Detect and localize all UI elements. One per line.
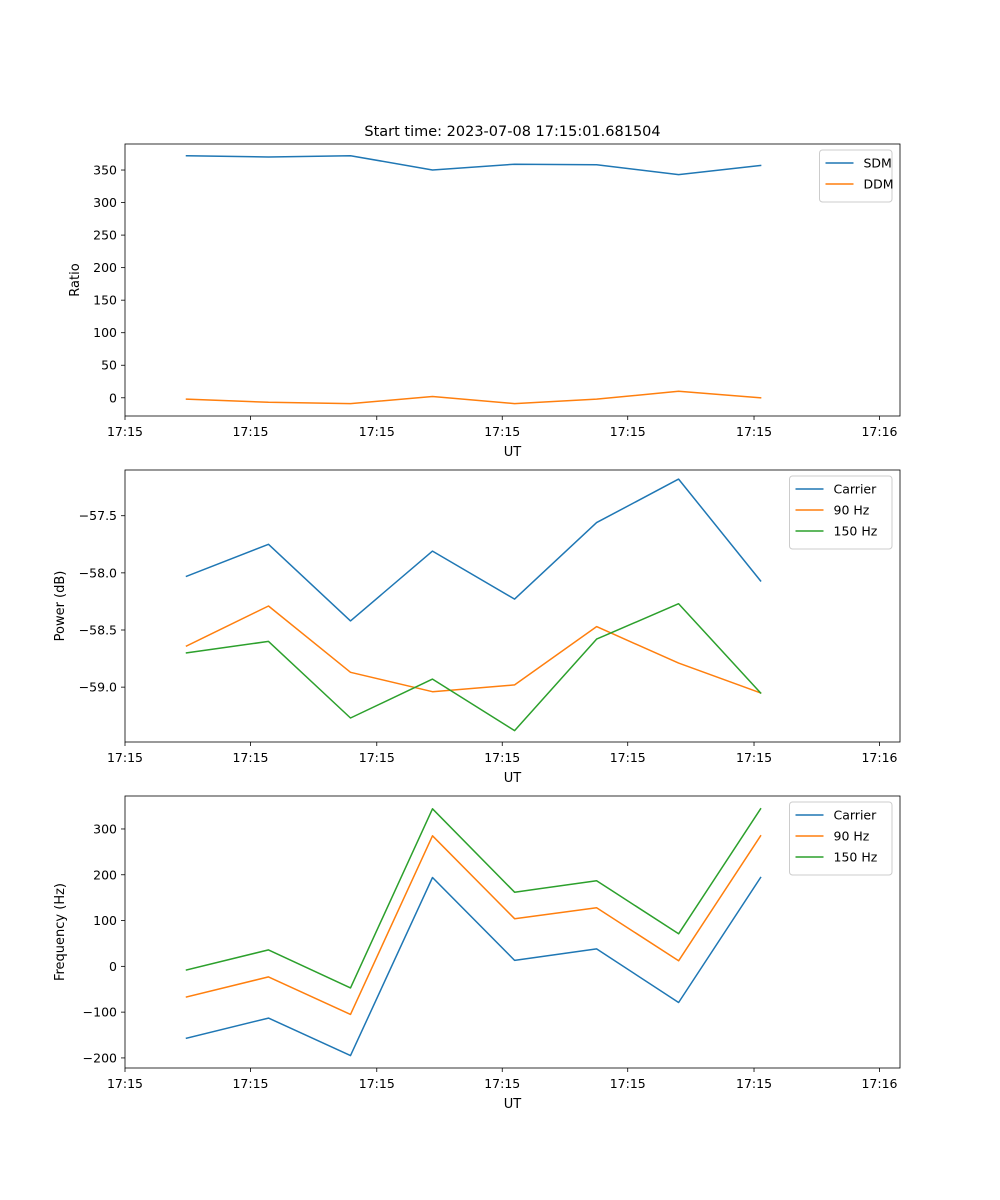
x-tick-label: 17:15: [359, 750, 395, 765]
y-tick-label: 50: [101, 358, 117, 373]
x-tick-label: 17:16: [861, 750, 897, 765]
y-tick-label: −58.5: [79, 623, 117, 638]
series-line-150-hz: [185, 807, 762, 989]
x-tick-label: 17:15: [484, 424, 520, 439]
y-tick-label: −57.5: [79, 508, 117, 523]
y-tick-label: 300: [93, 821, 117, 836]
legend-label: Carrier: [834, 808, 878, 823]
series-line-90-hz: [185, 605, 762, 694]
x-tick-label: 17:15: [232, 424, 268, 439]
x-tick-label: 17:15: [107, 750, 143, 765]
legend: SDM DDM: [819, 149, 894, 203]
legend-label: SDM: [864, 156, 892, 171]
legend: Carrier 90 Hz 150 Hz: [789, 801, 893, 876]
x-tick-label: 17:15: [107, 1076, 143, 1091]
series-line-150-hz: [185, 602, 762, 732]
x-tick-label: 17:15: [359, 1076, 395, 1091]
y-tick-label: 250: [93, 228, 117, 243]
y-tick-label: 100: [93, 325, 117, 340]
y-tick-label: −200: [83, 1050, 117, 1065]
y-tick-label: −100: [83, 1005, 117, 1020]
series-line-90-hz: [185, 834, 762, 1016]
x-tick-label: 17:15: [736, 424, 772, 439]
series-line-carrier: [185, 478, 762, 622]
x-axis-label: UT: [504, 1097, 522, 1112]
y-tick-label: 300: [93, 195, 117, 210]
legend-label: 90 Hz: [834, 503, 870, 518]
y-axis-label: Frequency (Hz): [53, 883, 68, 981]
x-tick-label: 17:15: [359, 424, 395, 439]
y-tick-label: 200: [93, 260, 117, 275]
x-tick-label: 17:15: [484, 1076, 520, 1091]
y-tick-label: 0: [109, 390, 117, 405]
y-tick-label: 100: [93, 913, 117, 928]
chart-3: 17:15 17:15 17:15 17:15 17:15 17:15 17:16 −200 −…: [53, 795, 901, 1112]
y-tick-label: 200: [93, 867, 117, 882]
chart-title: Start time: 2023-07-08 17:15:01.681504: [364, 124, 660, 140]
x-tick-label: 17:15: [484, 750, 520, 765]
legend-label: 90 Hz: [834, 829, 870, 844]
x-tick-label: 17:15: [610, 750, 646, 765]
x-tick-label: 17:15: [610, 1076, 646, 1091]
y-tick-label: 350: [93, 163, 117, 178]
chart-1: Start time: 2023-07-08 17:15:01.681504 17…: [68, 124, 901, 460]
legend-label: Carrier: [834, 482, 878, 497]
series-line-sdm: [185, 154, 762, 176]
x-tick-label: 17:15: [107, 424, 143, 439]
y-tick-label: 150: [93, 293, 117, 308]
x-tick-label: 17:16: [861, 424, 897, 439]
x-tick-label: 17:15: [232, 750, 268, 765]
legend-label: DDM: [864, 177, 894, 192]
legend-label: 150 Hz: [834, 850, 878, 865]
axes-frame: [124, 795, 901, 1069]
legend-label: 150 Hz: [834, 524, 878, 539]
x-tick-label: 17:15: [610, 424, 646, 439]
chart-2: 17:15 17:15 17:15 17:15 17:15 17:15 17:16 −59.0…: [53, 469, 901, 786]
y-tick-label: −59.0: [79, 680, 117, 695]
x-tick-label: 17:15: [736, 750, 772, 765]
series-line-ddm: [185, 390, 762, 405]
axes-frame: [124, 469, 901, 743]
x-axis-label: UT: [504, 771, 522, 786]
y-tick-label: −58.0: [79, 565, 117, 580]
x-tick-label: 17:15: [736, 1076, 772, 1091]
y-axis-label: Ratio: [68, 263, 83, 296]
series-line-carrier: [185, 876, 762, 1057]
x-tick-label: 17:15: [232, 1076, 268, 1091]
y-axis-label: Power (dB): [53, 571, 68, 642]
axes-frame: [124, 143, 901, 417]
legend: Carrier 90 Hz 150 Hz: [789, 475, 893, 550]
y-tick-label: 0: [109, 959, 117, 974]
x-tick-label: 17:16: [861, 1076, 897, 1091]
x-axis-label: UT: [504, 445, 522, 460]
